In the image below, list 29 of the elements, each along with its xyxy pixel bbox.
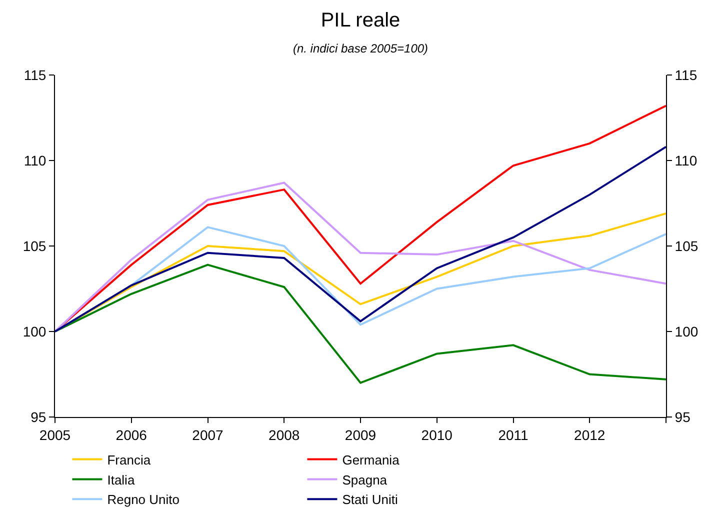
x-tick-label: 2011	[498, 426, 529, 443]
y-tick-label: 115	[24, 66, 46, 83]
x-tick-label: 2007	[192, 426, 224, 443]
line-series	[55, 182, 666, 332]
line-series	[55, 146, 666, 332]
y-tick-label: 95	[30, 408, 46, 425]
y2-tick-label: 115	[674, 66, 698, 83]
x-tick-label: 2012	[574, 426, 606, 443]
chart-subtitle: (n. indici base 2005=100)	[292, 41, 428, 56]
y2-tick-label: 100	[674, 323, 698, 340]
y2-tick-label: 110	[674, 152, 698, 168]
legend-label: Italia	[107, 472, 136, 488]
y-tick-label: 105	[22, 238, 46, 254]
x-tick-label: 2006	[116, 426, 148, 443]
x-tick-label: 2005	[39, 426, 71, 443]
x-tick-label: 2010	[421, 426, 453, 443]
x-tick-label: 2009	[344, 426, 376, 443]
chart-title: PIL reale	[320, 9, 400, 32]
legend-label: Stati Uniti	[342, 492, 398, 508]
line-series	[55, 264, 666, 384]
y-tick-label: 100	[22, 323, 46, 340]
y2-tick-label: 95	[674, 408, 691, 425]
y2-tick-label: 105	[674, 238, 698, 254]
legend-label: Spagna	[342, 472, 388, 488]
legend-label: Francia	[107, 452, 152, 468]
legend-label: Germania	[342, 452, 400, 468]
y-tick-label: 110	[24, 152, 46, 168]
legend-label: Regno Unito	[107, 492, 180, 508]
x-tick-label: 2008	[268, 426, 300, 443]
